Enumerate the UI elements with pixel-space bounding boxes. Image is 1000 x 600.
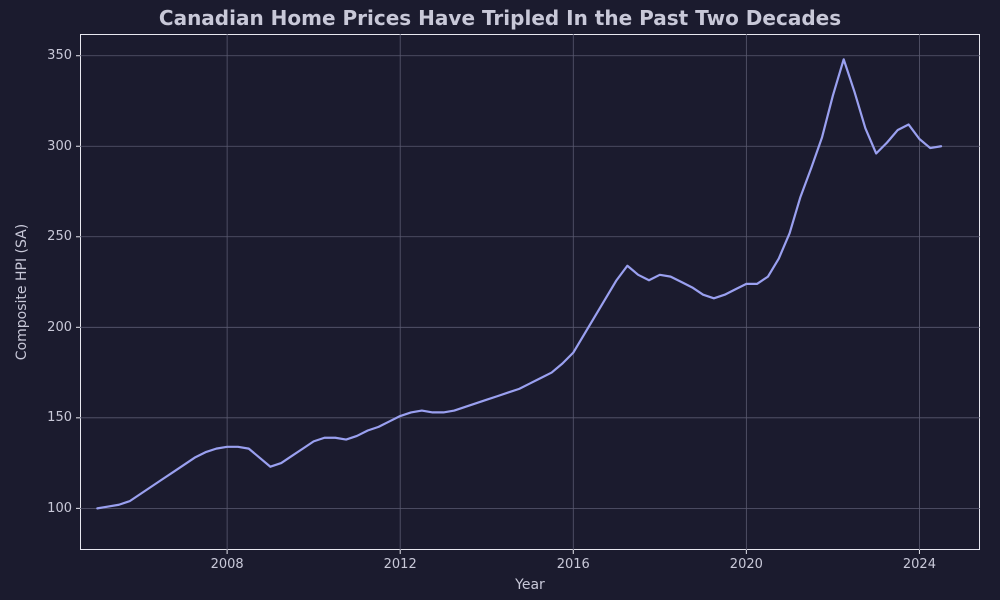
x-tick-label: 2024	[894, 557, 944, 572]
y-tick-label: 300	[47, 139, 72, 154]
chart-svg	[0, 0, 1000, 600]
y-tick-label: 350	[47, 48, 72, 63]
y-tick-label: 150	[47, 410, 72, 425]
y-tick-label: 250	[47, 229, 72, 244]
y-tick-label: 200	[47, 320, 72, 335]
y-axis-label: Composite HPI (SA)	[14, 192, 30, 392]
x-tick-label: 2012	[375, 557, 425, 572]
x-tick-label: 2016	[548, 557, 598, 572]
y-tick-label: 100	[47, 501, 72, 516]
x-axis-label: Year	[80, 577, 980, 593]
data-line	[97, 59, 941, 508]
x-tick-label: 2020	[721, 557, 771, 572]
x-tick-label: 2008	[202, 557, 252, 572]
chart-container: Canadian Home Prices Have Tripled In the…	[0, 0, 1000, 600]
